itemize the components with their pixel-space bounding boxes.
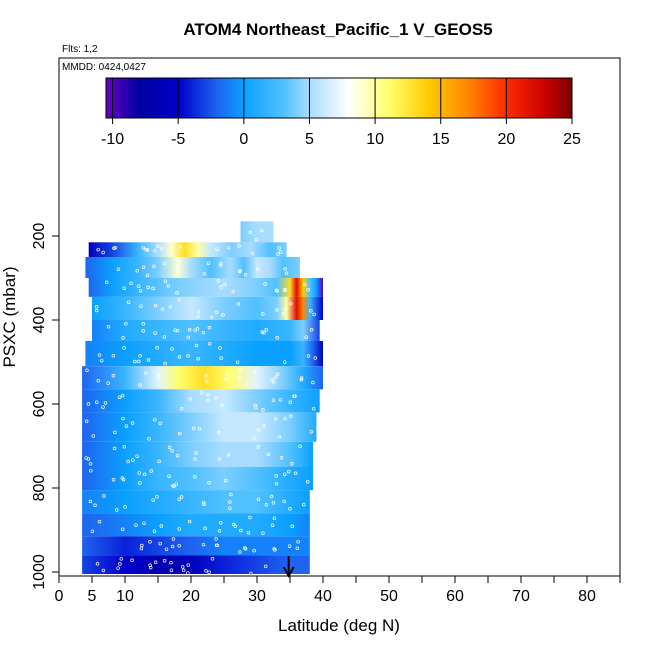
chart-title: ATOM4 Northeast_Pacific_1 V_GEOS5 <box>183 20 492 39</box>
colorbar-tick-label: 0 <box>239 131 248 148</box>
heatmap-band <box>82 442 313 467</box>
heatmap-band <box>82 389 320 412</box>
y-axis-tick-label: 600 <box>31 391 48 418</box>
colorbar: -10 -5 0 5 10 15 20 25 <box>101 78 581 148</box>
x-axis-tick-label: 5 <box>88 588 97 605</box>
heatmap-band <box>82 467 313 490</box>
heatmap-band <box>85 341 323 366</box>
heatmap-band <box>82 513 310 536</box>
x-axis-tick-label: 30 <box>248 588 266 605</box>
heatmap-band <box>89 278 323 297</box>
x-axis-tick-label: 0 <box>55 588 64 605</box>
dates-label: MMDD: 0424,0427 <box>62 62 146 73</box>
x-axis-tick-label: 40 <box>314 588 332 605</box>
x-axis-tick-label: 80 <box>578 588 596 605</box>
heatmap-band <box>82 366 323 389</box>
y-axis-tick-label: 400 <box>31 307 48 334</box>
heatmap-layer <box>82 221 323 575</box>
colorbar-tick-label: 20 <box>497 131 515 148</box>
colorbar-tick-label: 5 <box>305 131 314 148</box>
y-axis-tick-label: 800 <box>31 475 48 502</box>
heatmap-band <box>92 297 323 320</box>
colorbar-tick-label: 10 <box>366 131 384 148</box>
heatmap-band <box>85 257 300 278</box>
colorbar-tick-label: 15 <box>432 131 450 148</box>
heatmap-band <box>89 242 287 257</box>
colorbar-gradient <box>106 78 572 118</box>
y-axis-tick-label: 1000 <box>31 554 48 590</box>
x-axis-tick-label: 50 <box>380 588 398 605</box>
y-axis-tick-label: 200 <box>31 223 48 250</box>
heatmap-band <box>82 412 316 441</box>
heatmap-band <box>82 536 310 555</box>
heatmap-band <box>92 320 320 341</box>
colorbar-tick-label: 25 <box>563 131 581 148</box>
y-axis-title: PSXC (mbar) <box>0 266 19 367</box>
x-axis-tick-label: 60 <box>446 588 464 605</box>
heatmap-band <box>241 221 274 242</box>
heatmap-band <box>82 490 310 513</box>
heatmap-band <box>82 555 310 574</box>
x-axis-title: Latitude (deg N) <box>278 616 400 635</box>
x-axis-tick-label: 10 <box>116 588 134 605</box>
colorbar-tick-label: -10 <box>101 131 124 148</box>
x-axis-tick-label: 20 <box>182 588 200 605</box>
flights-label: Flts: 1,2 <box>62 44 98 55</box>
colorbar-tick-label: -5 <box>171 131 185 148</box>
x-axis-tick-label: 70 <box>512 588 530 605</box>
